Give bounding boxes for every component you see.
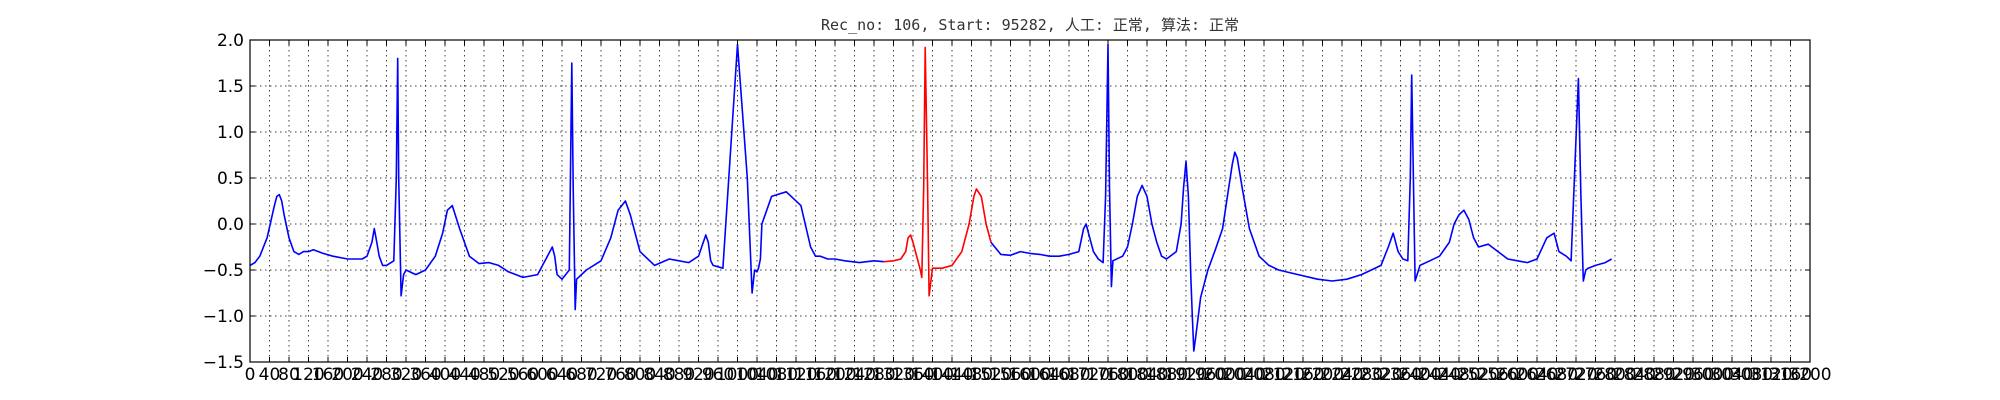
x-tick-label: 360 (409, 365, 441, 385)
x-tick-label: 2320 (1359, 365, 1402, 385)
x-tick-label: 2680 (1535, 365, 1578, 385)
x-tick-label: 1080 (755, 365, 798, 385)
x-tick-label: 2480 (1437, 365, 1480, 385)
x-tick-label: 1400 (911, 365, 954, 385)
x-tick-label: 1160 (794, 365, 837, 385)
x-tick-label: 0 (245, 365, 256, 385)
x-tick-label: 680 (565, 365, 597, 385)
x-tick-label: 1800 (1106, 365, 1149, 385)
x-tick-label: 2800 (1593, 365, 1636, 385)
x-tick-label: 1960 (1184, 365, 1227, 385)
x-tick-label: 80 (278, 365, 300, 385)
x-tick-label: 3200 (1788, 365, 1831, 385)
ecg-series-before (249, 43, 884, 311)
ticks-layer (249, 39, 1811, 363)
x-tick-labels: 0 408012016020024028032036040044048052056… (245, 365, 1832, 385)
x-tick-label: 3120 (1749, 365, 1792, 385)
x-tick-label: 400 (429, 365, 461, 385)
x-tick-label: 2200 (1301, 365, 1344, 385)
x-tick-label: 1560 (989, 365, 1032, 385)
x-tick-label: 2600 (1496, 365, 1539, 385)
x-tick-label: 840 (643, 365, 675, 385)
x-tick-label: 1480 (950, 365, 993, 385)
y-tick-label: 1.5 (217, 77, 244, 97)
chart-title: Rec_no: 106, Start: 95282, 人工: 正常, 算法: 正… (821, 16, 1239, 34)
x-tick-label: 640 (546, 365, 578, 385)
x-tick-label: 240 (351, 365, 383, 385)
x-tick-label: 1000 (716, 365, 759, 385)
x-tick-label: 40 (259, 365, 281, 385)
x-tick-label: 2240 (1320, 365, 1363, 385)
y-tick-labels: −1.5 −1.0 −0.5 0.0 0.5 1.0 1.5 2.0 (203, 31, 244, 373)
x-tick-label: 480 (468, 365, 500, 385)
x-tick-label: 960 (702, 365, 734, 385)
x-tick-label: 440 (448, 365, 480, 385)
x-tick-label: 2280 (1340, 365, 1383, 385)
x-tick-label: 1120 (774, 365, 817, 385)
x-tick-label: 2960 (1671, 365, 1714, 385)
y-tick-label: 1.0 (217, 123, 244, 143)
x-tick-label: 880 (663, 365, 695, 385)
x-tick-label: 1680 (1047, 365, 1090, 385)
grid-layer (249, 39, 1811, 363)
x-tick-label: 2920 (1652, 365, 1695, 385)
x-tick-label: 2440 (1418, 365, 1461, 385)
x-tick-label: 160 (312, 365, 344, 385)
y-tick-label: 0.0 (217, 215, 244, 235)
x-tick-label: 1040 (735, 365, 778, 385)
x-tick-label: 2160 (1281, 365, 1324, 385)
x-tick-label: 1760 (1086, 365, 1129, 385)
x-tick-label: 3000 (1691, 365, 1734, 385)
x-tick-label: 2640 (1515, 365, 1558, 385)
x-tick-label: 1240 (833, 365, 876, 385)
ecg-series-highlight (883, 46, 992, 297)
series-layer (249, 43, 1612, 352)
x-tick-label: 320 (390, 365, 422, 385)
x-tick-label: 1320 (872, 365, 915, 385)
x-tick-label: 2400 (1398, 365, 1441, 385)
x-tick-label: 520 (487, 365, 519, 385)
x-tick-label: 2720 (1554, 365, 1597, 385)
x-tick-label: 2360 (1379, 365, 1422, 385)
ecg-series-after (990, 43, 1612, 352)
x-tick-label: 3080 (1730, 365, 1773, 385)
x-tick-label: 1880 (1145, 365, 1188, 385)
x-tick-label: 3040 (1710, 365, 1753, 385)
x-tick-label: 1280 (852, 365, 895, 385)
x-tick-label: 2760 (1574, 365, 1617, 385)
x-tick-label: 2120 (1262, 365, 1305, 385)
x-tick-label: 2000 (1203, 365, 1246, 385)
x-tick-label: 600 (526, 365, 558, 385)
x-tick-label: 560 (507, 365, 539, 385)
y-tick-label: −1.0 (203, 307, 244, 327)
x-tick-label: 200 (331, 365, 363, 385)
x-tick-label: 1200 (813, 365, 856, 385)
x-tick-label: 720 (585, 365, 617, 385)
x-tick-label: 1920 (1164, 365, 1207, 385)
x-tick-label: 1600 (1008, 365, 1051, 385)
x-tick-label: 1640 (1028, 365, 1071, 385)
x-tick-label: 1720 (1067, 365, 1110, 385)
x-tick-label: 2080 (1242, 365, 1285, 385)
y-tick-label: −0.5 (203, 261, 244, 281)
x-tick-label: 280 (370, 365, 402, 385)
x-tick-label: 1440 (930, 365, 973, 385)
x-tick-label: 1360 (891, 365, 934, 385)
x-tick-label: 2880 (1632, 365, 1675, 385)
x-tick-label: 2840 (1613, 365, 1656, 385)
x-tick-label: 2520 (1457, 365, 1500, 385)
y-tick-label: 0.5 (217, 169, 244, 189)
x-tick-label: 120 (292, 365, 324, 385)
x-tick-label: 2040 (1223, 365, 1266, 385)
x-tick-label: 3160 (1769, 365, 1812, 385)
x-tick-label: 920 (682, 365, 714, 385)
x-tick-label: 760 (604, 365, 636, 385)
y-tick-label: −1.5 (203, 353, 244, 373)
x-tick-label: 1520 (969, 365, 1012, 385)
x-tick-label: 2560 (1476, 365, 1519, 385)
x-tick-label: 800 (624, 365, 656, 385)
y-tick-label: 2.0 (217, 31, 244, 51)
x-tick-label: 1840 (1125, 365, 1168, 385)
